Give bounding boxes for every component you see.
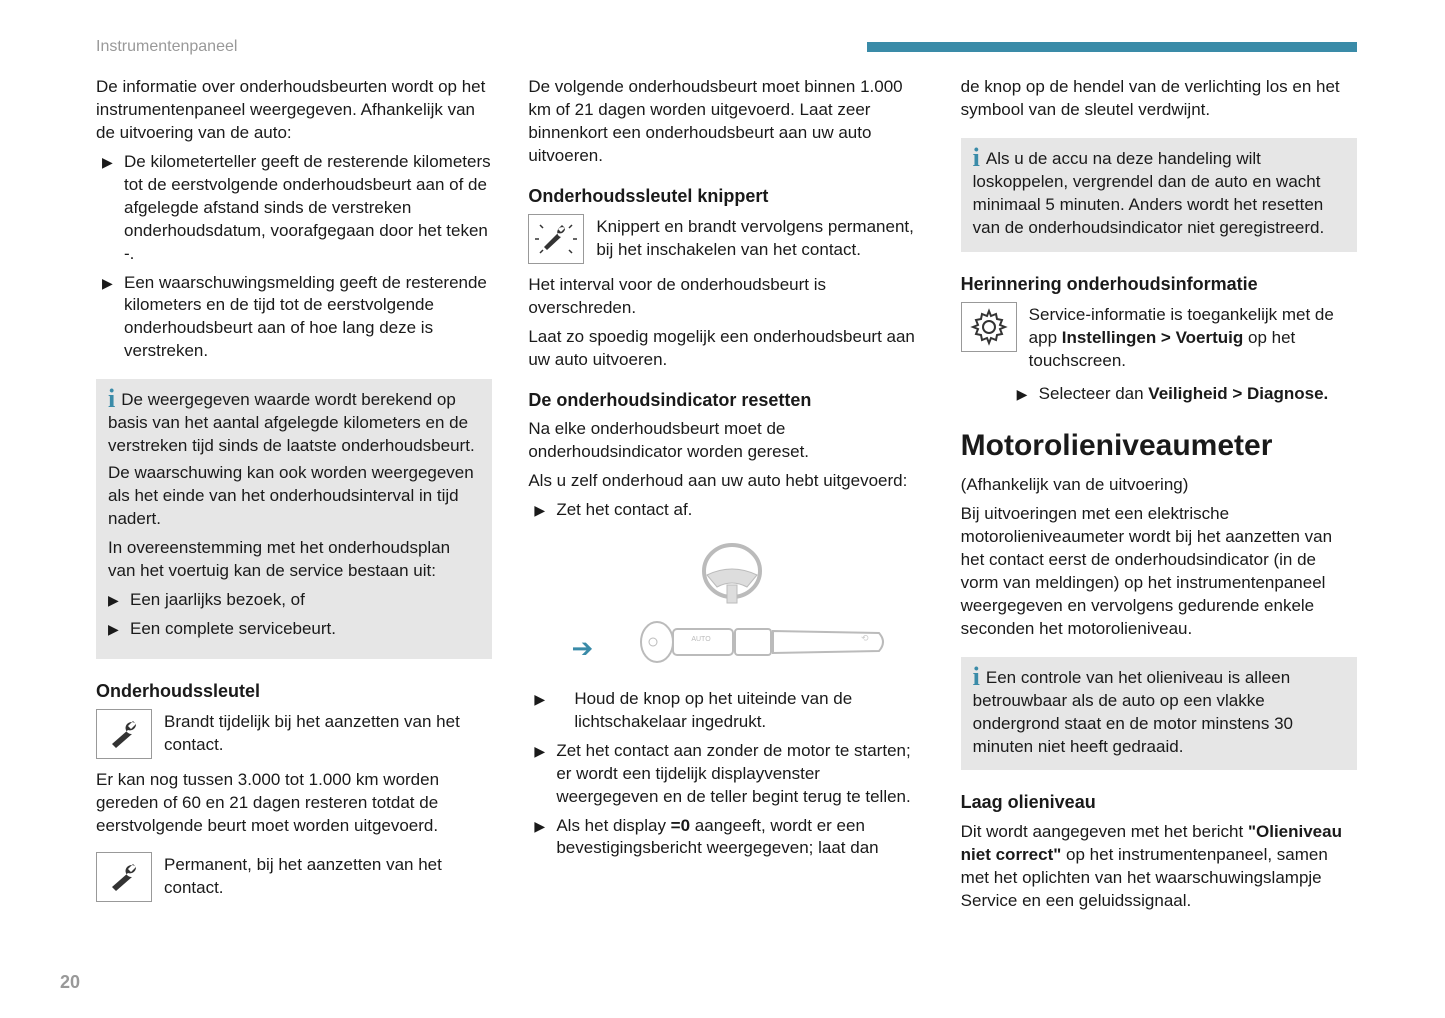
- bold-text: Instellingen > Voertuig: [1062, 328, 1244, 347]
- info-icon: i: [108, 389, 115, 410]
- bullet-text: Als het display =0 aangeeft, wordt er ee…: [556, 815, 924, 861]
- stalk-diagram: ➔ AUTO ⟲: [566, 538, 886, 678]
- info-text: Een controle van het olieniveau is allee…: [973, 668, 1293, 756]
- bullet-item: ▶ Een complete servicebeurt.: [108, 618, 480, 641]
- info-box: i De weergegeven waarde wordt berekend o…: [96, 379, 492, 658]
- icon-caption: Permanent, bij het aanzetten van het con…: [164, 852, 492, 900]
- icon-row: Permanent, bij het aanzetten van het con…: [96, 852, 492, 902]
- triangle-icon: ▶: [534, 499, 556, 522]
- icon-row: Service-informatie is toegankelijk met d…: [961, 302, 1357, 373]
- info-box: i Als u de accu na deze handeling wilt l…: [961, 138, 1357, 252]
- text: Dit wordt aangegeven met het bericht: [961, 822, 1248, 841]
- content-columns: De informatie over onderhoudsbeurten wor…: [96, 76, 1357, 970]
- bold-text: Veiligheid > Diagnose.: [1148, 384, 1328, 403]
- arrow-icon: ➔: [571, 631, 593, 666]
- column-1: De informatie over onderhoudsbeurten wor…: [96, 76, 492, 970]
- sub-heading: De onderhoudsindicator resetten: [528, 388, 924, 412]
- paragraph: Er kan nog tussen 3.000 tot 1.000 km wor…: [96, 769, 492, 838]
- icon-caption: Service-informatie is toegankelijk met d…: [1029, 302, 1357, 373]
- paragraph: Bij uitvoeringen met een elektrische mot…: [961, 503, 1357, 641]
- wrench-blink-icon: [528, 214, 584, 264]
- paragraph: Als u zelf onderhoud aan uw auto hebt ui…: [528, 470, 924, 493]
- svg-text:⟲: ⟲: [861, 633, 869, 643]
- info-text: Als u de accu na deze handeling wilt los…: [973, 149, 1325, 237]
- column-3: de knop op de hendel van de verlichting …: [961, 76, 1357, 970]
- bullet-text: Houd de knop op het uiteinde van de lich…: [556, 688, 924, 734]
- section-label: Instrumentenpaneel: [96, 36, 237, 58]
- sub-heading: Laag olieniveau: [961, 790, 1357, 814]
- bullet-item: ▶ Selecteer dan Veiligheid > Diagnose.: [1017, 383, 1357, 406]
- paragraph: Dit wordt aangegeven met het bericht "Ol…: [961, 821, 1357, 913]
- bullet-text: Een jaarlijks bezoek, of: [130, 589, 480, 612]
- bullet-item: ▶ Houd de knop op het uiteinde van de li…: [534, 688, 924, 734]
- info-icon: i: [973, 148, 980, 169]
- bullet-text: Zet het contact aan zonder de motor te s…: [556, 740, 924, 809]
- bullet-item: ▶ Als het display =0 aangeeft, wordt er …: [534, 815, 924, 861]
- paragraph: Laat zo spoedig mogelijk een onderhoudsb…: [528, 326, 924, 372]
- sub-heading: Herinnering onderhoudsinformatie: [961, 272, 1357, 296]
- main-heading: Motorolieniveaumeter: [961, 426, 1357, 467]
- bullet-item: ▶ Zet het contact aan zonder de motor te…: [534, 740, 924, 809]
- triangle-icon: ▶: [534, 688, 556, 734]
- bullet-item: ▶ Een jaarlijks bezoek, of: [108, 589, 480, 612]
- paragraph: De informatie over onderhoudsbeurten wor…: [96, 76, 492, 145]
- text: Selecteer dan: [1039, 384, 1149, 403]
- header-accent-bar: [867, 42, 1357, 52]
- sub-heading: Onderhoudssleutel: [96, 679, 492, 703]
- wrench-icon: [96, 852, 152, 902]
- text: Als het display: [556, 816, 670, 835]
- paragraph: Na elke onderhoudsbeurt moet de onderhou…: [528, 418, 924, 464]
- bullet-text: De kilometerteller geeft de resterende k…: [124, 151, 492, 266]
- light-stalk-icon: AUTO ⟲: [639, 619, 889, 665]
- bullet-item: ▶ Een waarschuwingsmelding geeft de rest…: [102, 272, 492, 364]
- info-text: De waarschuwing kan ook worden weergegev…: [108, 462, 480, 531]
- wrench-icon: [96, 709, 152, 759]
- bullet-item: ▶ De kilometerteller geeft de resterende…: [102, 151, 492, 266]
- info-icon: i: [973, 667, 980, 688]
- paragraph: Het interval voor de onderhoudsbeurt is …: [528, 274, 924, 320]
- gear-icon: [961, 302, 1017, 352]
- svg-text:AUTO: AUTO: [692, 636, 712, 643]
- bullet-text: Zet het contact af.: [556, 499, 924, 522]
- info-text: De weergegeven waarde wordt berekend op …: [108, 390, 475, 455]
- triangle-icon: ▶: [102, 151, 124, 266]
- bullet-text: Selecteer dan Veiligheid > Diagnose.: [1039, 383, 1357, 406]
- triangle-icon: ▶: [108, 618, 130, 641]
- info-text: In overeenstemming met het onderhoudspla…: [108, 537, 480, 583]
- bullet-item: ▶ Zet het contact af.: [534, 499, 924, 522]
- steering-wheel-icon: [697, 543, 767, 605]
- column-2: De volgende onderhoudsbeurt moet binnen …: [528, 76, 924, 970]
- sub-heading: Onderhoudssleutel knippert: [528, 184, 924, 208]
- info-box: i Een controle van het olieniveau is all…: [961, 657, 1357, 771]
- paragraph: De volgende onderhoudsbeurt moet binnen …: [528, 76, 924, 168]
- bold-text: =0: [671, 816, 690, 835]
- triangle-icon: ▶: [534, 815, 556, 861]
- paragraph: (Afhankelijk van de uitvoering): [961, 474, 1357, 497]
- triangle-icon: ▶: [108, 589, 130, 612]
- icon-row: Knippert en brandt vervolgens permanent,…: [528, 214, 924, 264]
- bullet-text: Een complete servicebeurt.: [130, 618, 480, 641]
- page-number: 20: [60, 970, 80, 994]
- triangle-icon: ▶: [1017, 383, 1039, 406]
- icon-caption: Brandt tijdelijk bij het aanzetten van h…: [164, 709, 492, 757]
- paragraph: de knop op de hendel van de verlichting …: [961, 76, 1357, 122]
- triangle-icon: ▶: [534, 740, 556, 809]
- triangle-icon: ▶: [102, 272, 124, 364]
- bullet-text: Een waarschuwingsmelding geeft de rester…: [124, 272, 492, 364]
- icon-caption: Knippert en brandt vervolgens permanent,…: [596, 214, 924, 262]
- page-header: Instrumentenpaneel: [96, 36, 1357, 58]
- icon-row: Brandt tijdelijk bij het aanzetten van h…: [96, 709, 492, 759]
